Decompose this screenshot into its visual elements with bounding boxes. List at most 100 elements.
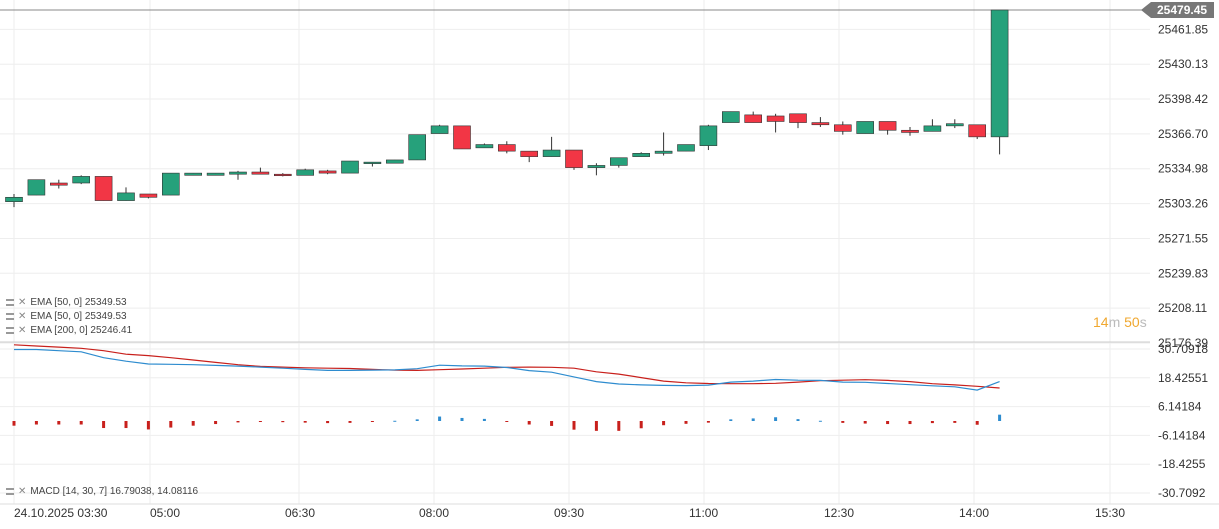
macd-histogram-bar xyxy=(438,416,442,421)
countdown-minutes: 14 xyxy=(1093,314,1109,330)
candle-body xyxy=(296,169,315,176)
macd-tick-label: -30.7092 xyxy=(1158,486,1206,500)
candle-body xyxy=(520,150,539,157)
candle-body xyxy=(901,129,919,133)
candle-body xyxy=(251,171,270,175)
macd-tick-label: 6.14184 xyxy=(1158,400,1202,414)
macd-tick-label: -6.14184 xyxy=(1158,428,1206,442)
candle-body xyxy=(766,115,785,122)
legend-ema-50-a[interactable]: ✕ EMA [50, 0] 25349.53 xyxy=(6,297,127,308)
candle-body xyxy=(789,113,807,123)
macd-histogram-bar xyxy=(998,414,1002,421)
candle-body xyxy=(878,121,897,131)
legend-macd-label: MACD [14, 30, 7] 16.79038, 14.08116 xyxy=(30,486,199,497)
candle-body xyxy=(206,172,225,176)
macd-histogram-bar xyxy=(796,419,800,421)
price-tick-label: 25176.39 xyxy=(1158,336,1208,350)
close-icon[interactable]: ✕ xyxy=(18,324,27,336)
legend-ema-50-b[interactable]: ✕ EMA [50, 0] 25349.53 xyxy=(6,311,127,322)
close-icon[interactable]: ✕ xyxy=(18,310,27,322)
countdown-seconds: 50 xyxy=(1124,314,1140,330)
candle-body xyxy=(184,172,202,176)
candle-countdown: 14m 50s xyxy=(1093,314,1147,330)
candle-body xyxy=(721,111,740,123)
drag-handle-icon[interactable] xyxy=(6,299,14,306)
candle-body xyxy=(49,182,68,186)
macd-histogram-bar xyxy=(12,420,16,426)
macd-histogram-bar xyxy=(214,420,218,425)
price-pane xyxy=(0,9,1150,208)
macd-histogram-bar xyxy=(169,420,173,428)
macd-histogram-bar xyxy=(886,420,890,425)
time-tick-label: 05:00 xyxy=(150,506,180,520)
drag-handle-icon[interactable] xyxy=(6,313,14,320)
macd-histogram-bar xyxy=(572,420,576,430)
drag-handle-icon[interactable] xyxy=(6,327,14,334)
candle-body xyxy=(385,159,404,164)
macd-histogram-bar xyxy=(953,420,957,423)
grid-layer xyxy=(0,0,1150,504)
macd-histogram-bar xyxy=(79,420,83,425)
macd-histogram-bar xyxy=(908,420,912,425)
candle-body xyxy=(5,196,23,202)
candle-body xyxy=(923,125,942,132)
legend-ema-200-label: EMA [200, 0] 25246.41 xyxy=(30,325,133,336)
time-tick-label: 15:30 xyxy=(1095,506,1125,520)
candle-body xyxy=(677,144,695,152)
price-tick-label: 25271.55 xyxy=(1158,231,1208,245)
macd-tick-label: 30.70918 xyxy=(1158,342,1208,356)
time-tick-label: 12:30 xyxy=(824,506,854,520)
candle-body xyxy=(945,123,964,127)
countdown-m-unit: m xyxy=(1108,314,1121,330)
macd-histogram-bar xyxy=(818,420,822,422)
macd-histogram-bar xyxy=(930,420,934,424)
macd-histogram-bar xyxy=(729,419,733,421)
price-tick-label: 25461.85 xyxy=(1158,22,1208,36)
candle-body xyxy=(699,125,718,146)
candle-body xyxy=(475,144,494,149)
candle-body xyxy=(856,121,875,134)
macd-histogram-bar xyxy=(460,417,464,421)
macd-histogram-bar xyxy=(751,418,755,421)
macd-histogram-bar xyxy=(975,420,979,425)
last-price-label: 25479.45 xyxy=(1157,3,1207,17)
close-icon[interactable]: ✕ xyxy=(18,296,27,308)
macd-histogram-bar xyxy=(326,420,330,424)
macd-histogram-bar xyxy=(348,420,352,423)
macd-histogram-bar xyxy=(505,420,509,422)
candle-body xyxy=(990,9,1009,138)
price-tick-label: 25430.13 xyxy=(1158,57,1208,71)
macd-histogram-bar xyxy=(303,420,307,423)
legend-macd[interactable]: ✕ MACD [14, 30, 7] 16.79038, 14.08116 xyxy=(6,486,198,497)
time-tick-label: 06:30 xyxy=(285,506,315,520)
candle-body xyxy=(587,165,606,168)
candle-body xyxy=(744,114,763,123)
price-tick-label: 25208.11 xyxy=(1158,301,1207,315)
macd-histogram-bar xyxy=(594,420,598,431)
last-price-badge xyxy=(1141,2,1214,18)
candle-body xyxy=(318,170,337,174)
time-tick-label: 11:00 xyxy=(689,506,718,520)
macd-histogram-bar xyxy=(57,420,61,425)
candle-body xyxy=(453,125,471,150)
candle-body xyxy=(94,176,113,201)
candle-body xyxy=(811,122,830,126)
candle-body xyxy=(833,124,852,132)
macd-histogram-bar xyxy=(527,420,531,425)
candle-body xyxy=(968,124,987,138)
macd-histogram-bar xyxy=(236,420,240,423)
drag-handle-icon[interactable] xyxy=(6,488,14,495)
candle-body xyxy=(72,176,90,184)
candle-body xyxy=(27,179,46,196)
candle-body xyxy=(430,125,449,134)
price-tick-label: 25398.42 xyxy=(1158,92,1208,106)
candle-body xyxy=(632,153,651,157)
macd-histogram-bar xyxy=(617,420,621,431)
macd-histogram-bar xyxy=(774,417,778,421)
time-tick-label: 09:30 xyxy=(554,506,584,520)
legend-ema-200[interactable]: ✕ EMA [200, 0] 25246.41 xyxy=(6,325,132,336)
macd-histogram-bar xyxy=(191,420,195,426)
close-icon[interactable]: ✕ xyxy=(18,485,27,497)
